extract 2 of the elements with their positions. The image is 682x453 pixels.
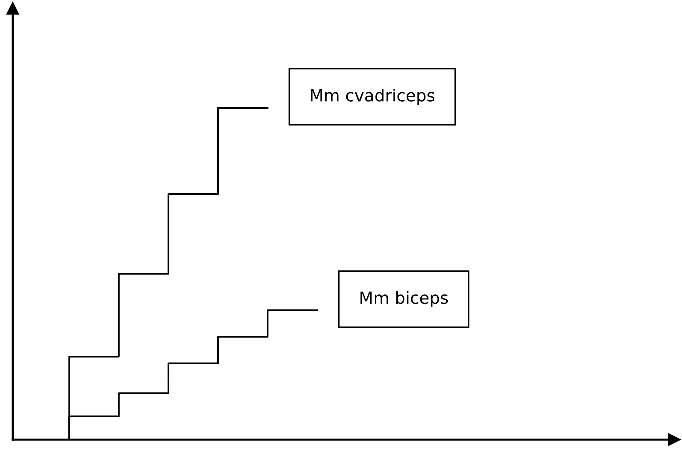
- text: Mm cvadriceps: [311, 88, 435, 106]
- text: Mm biceps: [360, 291, 448, 308]
